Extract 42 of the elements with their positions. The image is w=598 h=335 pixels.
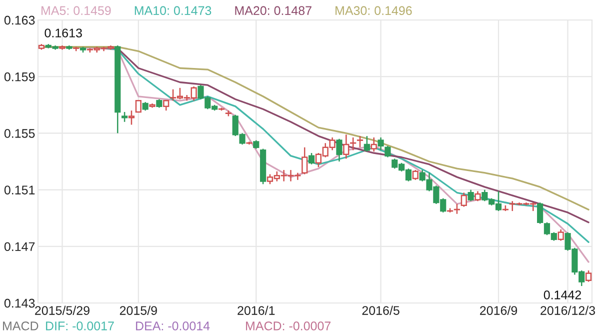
x-tick-label: 2016/9 <box>480 306 518 315</box>
candlestick <box>384 145 391 158</box>
x-tick-label: 2016/12/3 <box>540 306 596 315</box>
x-tick-label: 2016/5 <box>362 306 400 315</box>
x-tick-label: 2015/9 <box>120 306 157 315</box>
x-tick-label: 2016/1 <box>238 306 275 315</box>
candlestick <box>585 270 592 282</box>
candlestick <box>356 135 364 148</box>
candlestick <box>370 136 377 152</box>
candlestick <box>474 190 481 202</box>
y-tick-label: 0.143 <box>4 298 35 308</box>
annotation: 0.1442 <box>544 290 581 300</box>
candlestick <box>378 136 384 151</box>
y-tick-label: 0.147 <box>4 242 35 252</box>
annotation: 0.1613 <box>44 28 82 38</box>
text: MA30: 0.1496 <box>336 6 412 16</box>
text: DIF: -0.0017 <box>46 322 114 330</box>
candlestick <box>336 138 342 162</box>
candlestick <box>343 134 350 160</box>
text: MA20: 0.1487 <box>235 6 312 16</box>
candlestick <box>364 135 370 152</box>
candlestick <box>302 146 308 175</box>
candlestick <box>460 192 467 208</box>
text: MA10: 0.1473 <box>134 6 212 16</box>
x-tick-label: 2015/5/29 <box>35 306 90 315</box>
y-tick-label: 0.163 <box>4 16 35 25</box>
y-tick-label: 0.151 <box>4 186 35 194</box>
y-tick-label: 0.159 <box>4 72 35 82</box>
candlestick <box>135 100 142 113</box>
text: MACD: -0.0007 <box>246 322 331 330</box>
text: MACD <box>3 322 38 330</box>
y-tick-label: 0.155 <box>4 129 35 138</box>
candlestick <box>468 189 474 202</box>
candlestick <box>163 100 170 112</box>
text: MA5: 0.1459 <box>42 6 111 16</box>
candlestick <box>412 169 418 181</box>
candlestick <box>122 111 128 123</box>
candlestick <box>128 110 135 126</box>
text: DEA: -0.0014 <box>136 322 210 330</box>
candlestick <box>537 202 544 224</box>
candlestick <box>558 228 564 242</box>
candlestick <box>308 152 315 165</box>
